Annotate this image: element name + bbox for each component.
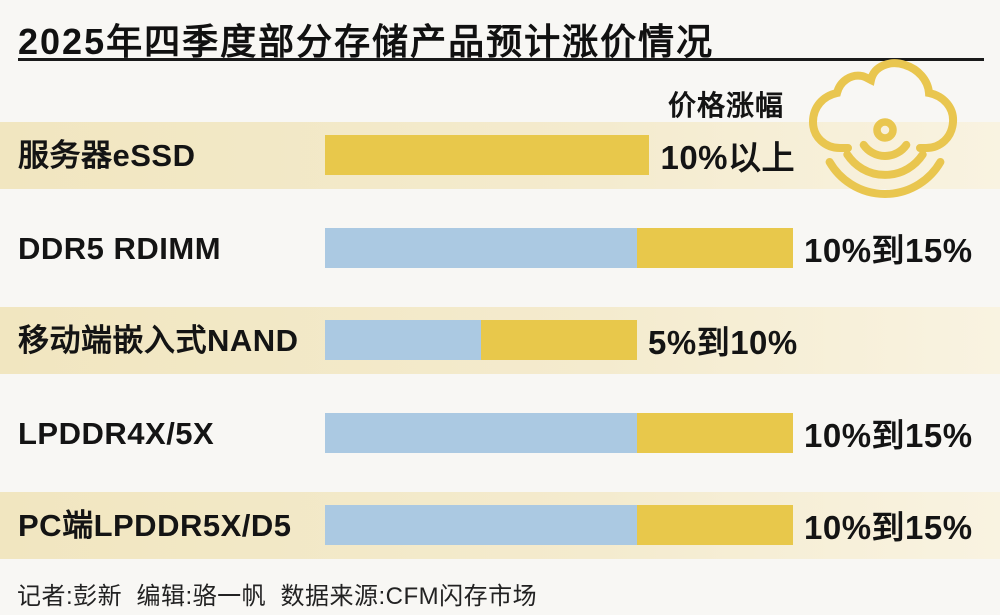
row-label: DDR5 RDIMM <box>18 230 222 266</box>
row-value: 10%到15% <box>804 509 973 546</box>
bar-segment-yellow <box>637 505 793 545</box>
bar: 10%以上 <box>325 135 795 176</box>
page-title: 2025年四季度部分存储产品预计涨价情况 <box>18 21 715 62</box>
credits-footer: 记者:彭新 编辑:骆一帆 数据来源:CFM闪存市场 <box>17 583 538 610</box>
row-value: 10%以上 <box>660 139 796 176</box>
bar-segment-blue <box>325 505 637 545</box>
bar-segment-blue <box>325 412 637 453</box>
chart-row: LPDDR4X/5X 10%到15% <box>0 400 1000 467</box>
value-column-header: 价格涨幅 <box>668 90 785 121</box>
cloud-signal-icon <box>808 59 958 198</box>
bar-segment-blue <box>325 227 637 268</box>
signal-wave-1-icon <box>859 140 911 160</box>
bar: 10%到15% <box>325 412 973 454</box>
bar: 10%到15% <box>325 227 973 269</box>
row-value: 10%到15% <box>804 416 973 454</box>
bar-segment-blue <box>325 320 481 360</box>
row-label: PC端LPDDR5X/D5 <box>18 508 292 543</box>
signal-wave-3-icon <box>825 158 945 198</box>
cloud-outline-icon <box>808 59 958 152</box>
chart-row: PC端LPDDR5X/D5 10%到15% <box>0 492 1000 559</box>
bar: 10%到15% <box>325 505 973 546</box>
row-label: 服务器eSSD <box>18 138 196 173</box>
row-value: 5%到10% <box>648 324 798 361</box>
row-label: 移动端嵌入式NAND <box>18 323 299 358</box>
title-underline <box>18 58 984 61</box>
chart-row: DDR5 RDIMM 10%到15% <box>0 215 1000 282</box>
bar-segment-yellow <box>637 412 793 453</box>
chart-row: 移动端嵌入式NAND 5%到10% <box>0 307 1000 374</box>
signal-wave-2-icon <box>843 150 927 179</box>
signal-dot-icon <box>873 118 897 142</box>
row-value: 10%到15% <box>804 231 973 269</box>
bar-segment-yellow <box>481 320 637 360</box>
bar-segment-yellow <box>325 135 650 175</box>
bar: 5%到10% <box>325 320 798 361</box>
chart-row: 服务器eSSD 10%以上 <box>0 122 1000 189</box>
row-label: LPDDR4X/5X <box>18 415 215 451</box>
bar-segment-yellow <box>637 227 793 268</box>
